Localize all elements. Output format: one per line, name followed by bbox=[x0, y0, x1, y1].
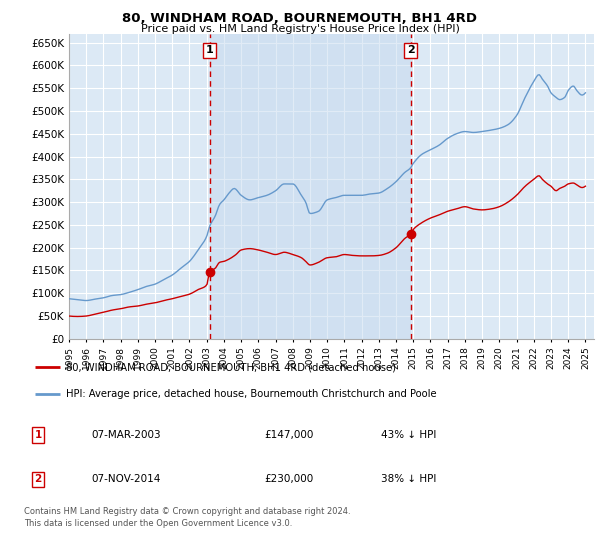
Text: 43% ↓ HPI: 43% ↓ HPI bbox=[381, 430, 436, 440]
Text: 80, WINDHAM ROAD, BOURNEMOUTH, BH1 4RD (detached house): 80, WINDHAM ROAD, BOURNEMOUTH, BH1 4RD (… bbox=[66, 362, 396, 372]
Text: £147,000: £147,000 bbox=[264, 430, 313, 440]
Bar bbox=[209, 34, 410, 339]
Text: 2: 2 bbox=[407, 45, 415, 55]
Text: 38% ↓ HPI: 38% ↓ HPI bbox=[381, 474, 436, 484]
Text: 1: 1 bbox=[206, 45, 214, 55]
Text: 07-NOV-2014: 07-NOV-2014 bbox=[91, 474, 160, 484]
Text: 80, WINDHAM ROAD, BOURNEMOUTH, BH1 4RD: 80, WINDHAM ROAD, BOURNEMOUTH, BH1 4RD bbox=[122, 12, 478, 25]
Text: 1: 1 bbox=[34, 430, 41, 440]
Text: HPI: Average price, detached house, Bournemouth Christchurch and Poole: HPI: Average price, detached house, Bour… bbox=[66, 389, 436, 399]
Text: 2: 2 bbox=[34, 474, 41, 484]
Text: Price paid vs. HM Land Registry's House Price Index (HPI): Price paid vs. HM Land Registry's House … bbox=[140, 24, 460, 34]
Text: 07-MAR-2003: 07-MAR-2003 bbox=[91, 430, 161, 440]
Text: Contains HM Land Registry data © Crown copyright and database right 2024.
This d: Contains HM Land Registry data © Crown c… bbox=[24, 507, 350, 528]
Text: £230,000: £230,000 bbox=[264, 474, 313, 484]
